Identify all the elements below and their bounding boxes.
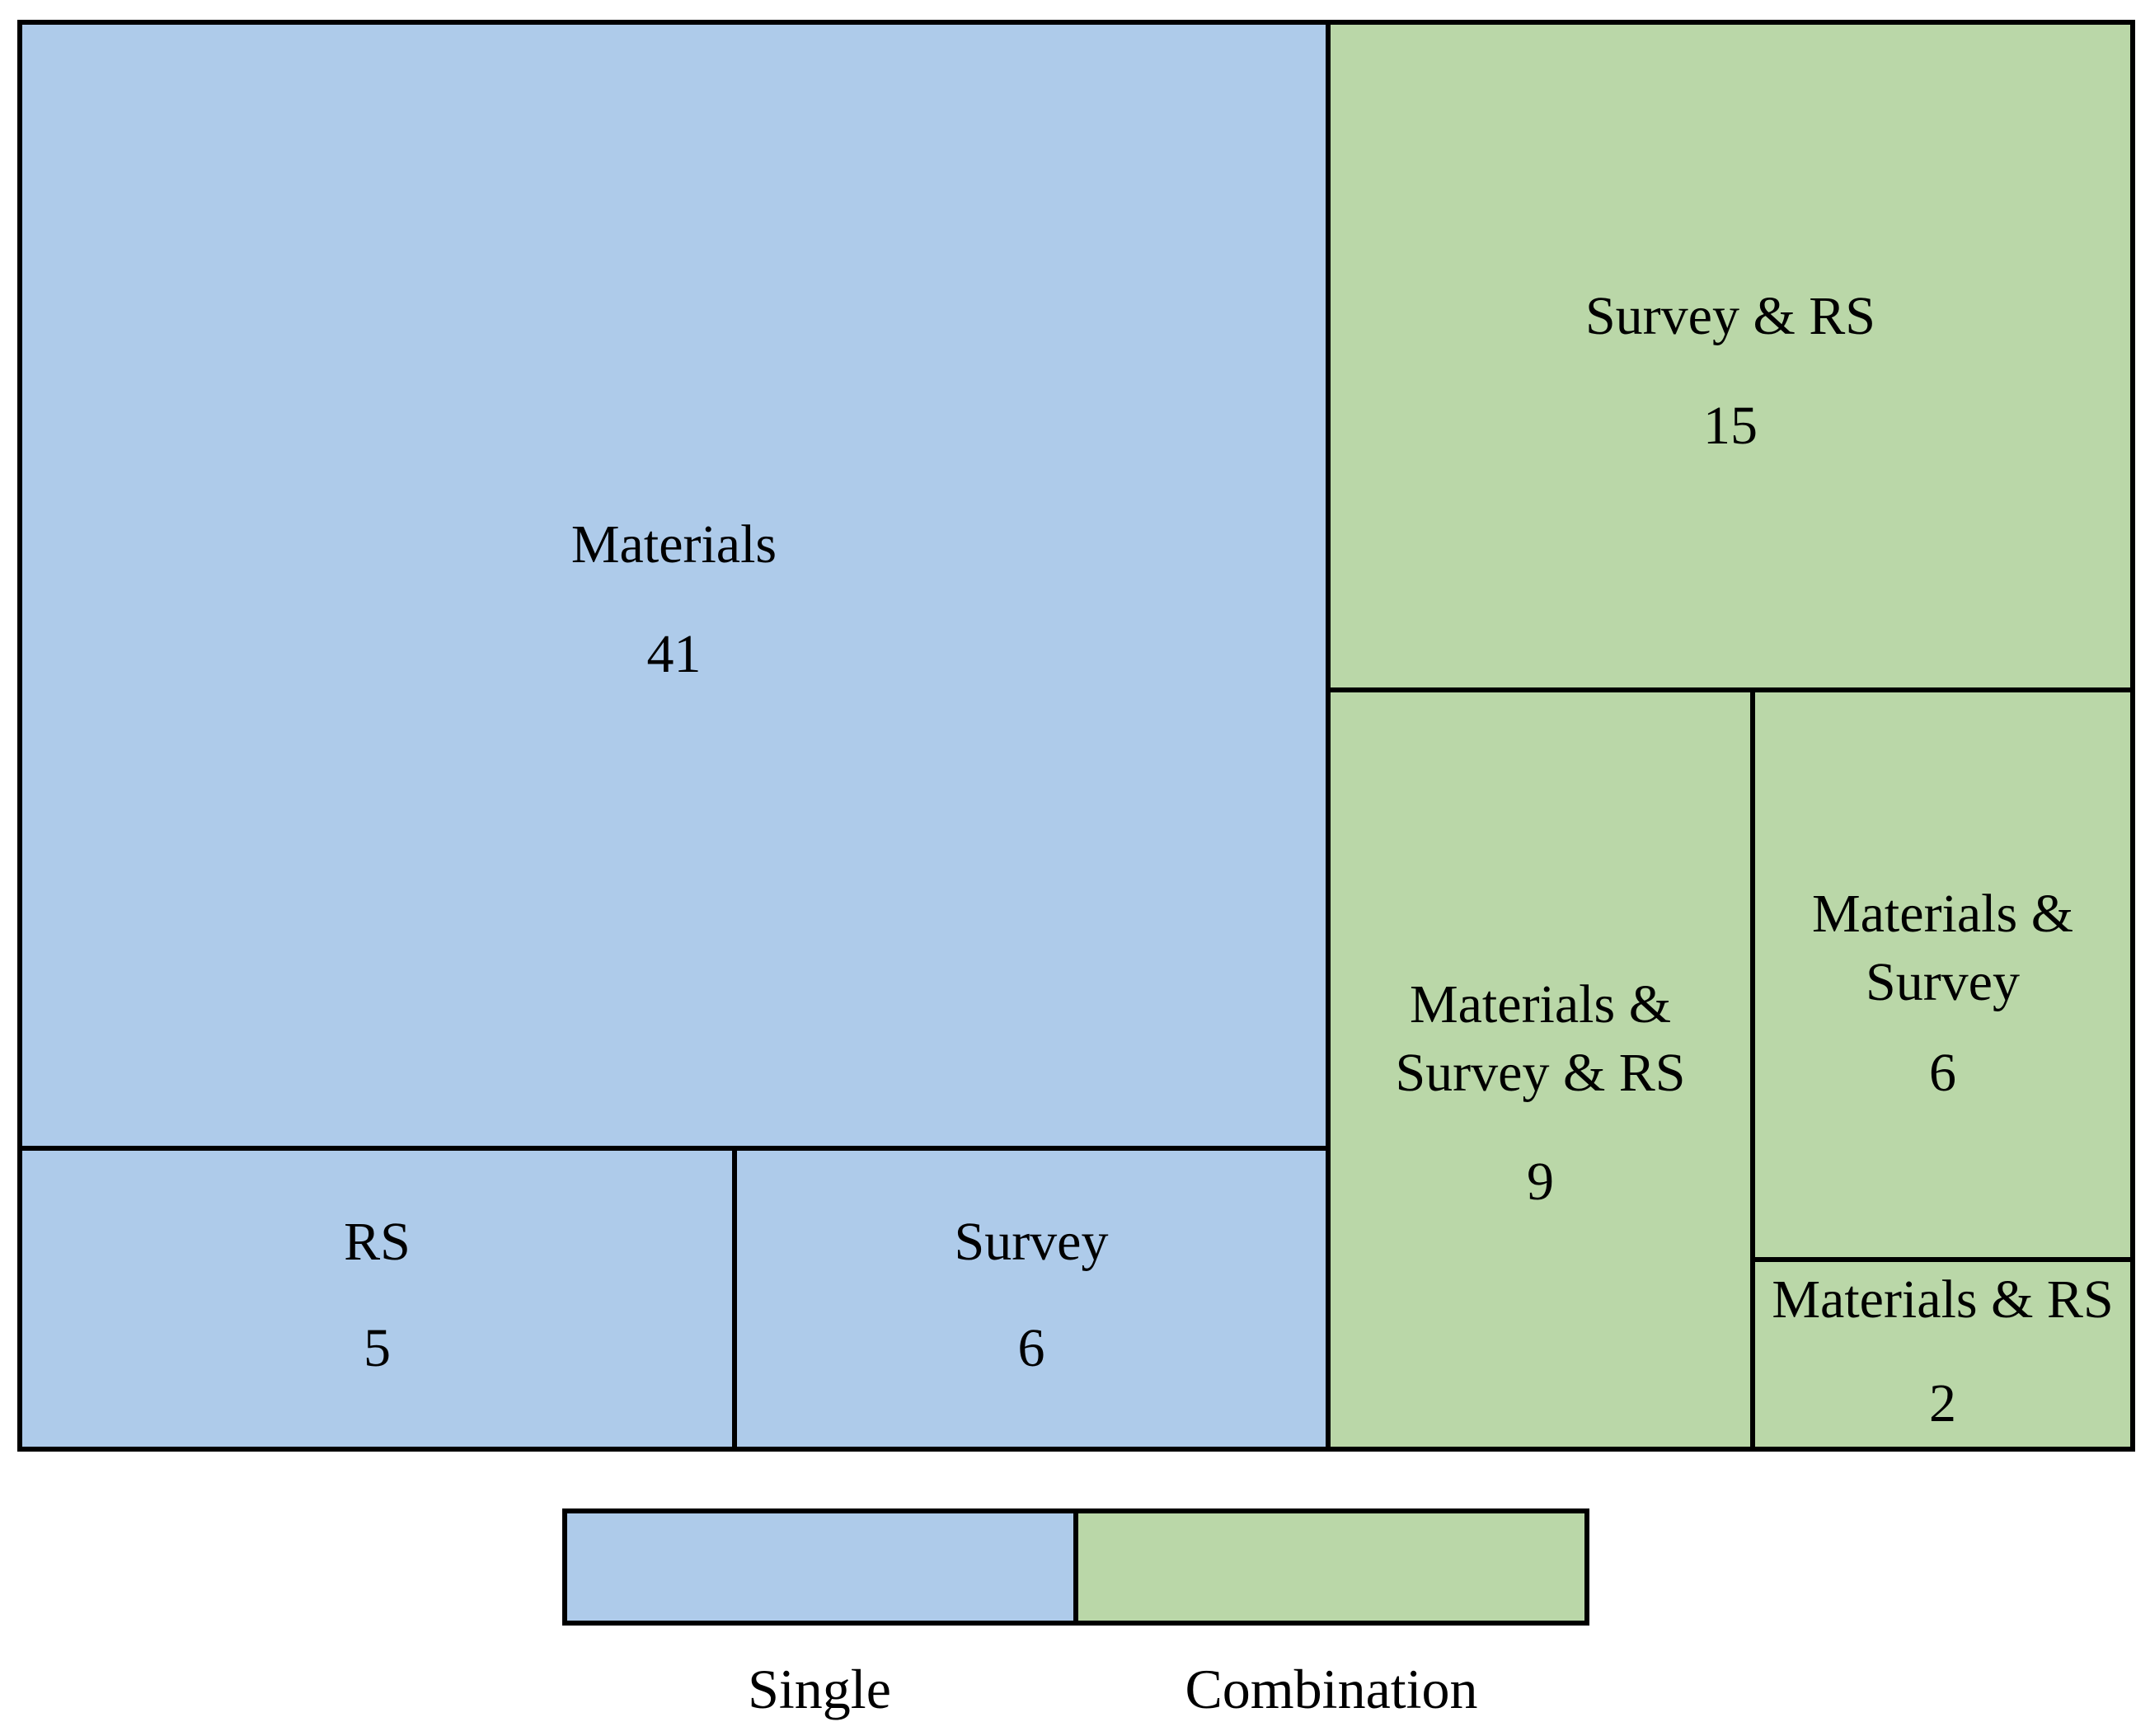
tile-label-materials: Materials [571, 514, 777, 575]
legend: Single Combination [562, 1508, 1589, 1720]
tile-value-materials-and-survey: 6 [1929, 1043, 1956, 1103]
tile-value-survey-and-rs: 15 [1703, 396, 1758, 456]
legend-swatch-combination [1073, 1508, 1589, 1626]
tile-materials-and-rs [1750, 1257, 2135, 1452]
legend-label-combination: Combination [1185, 1658, 1477, 1720]
tile-label-materials-and-survey-line-2: Survey [1866, 952, 2020, 1012]
tile-label-materials-and-rs: Materials & RS [1772, 1269, 2113, 1330]
tile-value-survey: 6 [1018, 1318, 1045, 1378]
tile-value-materials-and-survey-and-rs: 9 [1527, 1152, 1554, 1212]
tile-rs [17, 1146, 737, 1452]
tile-label-survey-and-rs: Survey & RS [1585, 286, 1875, 346]
tile-label-rs: RS [344, 1212, 411, 1272]
treemap-tiles: Materials 41 RS 5 Survey 6 Survey & RS 15 Materi… [17, 20, 2135, 1452]
tile-value-materials: 41 [647, 624, 702, 684]
tile-materials [17, 20, 1331, 1151]
tile-materials-and-survey-and-rs [1326, 687, 1755, 1452]
tile-label-materials-and-survey-and-rs-line-2: Survey & RS [1395, 1043, 1685, 1103]
tile-value-materials-and-rs: 2 [1929, 1373, 1956, 1433]
tile-label-materials-and-survey-line-1: Materials & [1812, 884, 2073, 944]
tile-materials-and-survey [1750, 687, 2135, 1262]
tile-survey-and-rs [1326, 20, 2135, 692]
legend-swatch-single [562, 1508, 1078, 1626]
tile-label-survey: Survey [955, 1212, 1109, 1272]
legend-label-single: Single [748, 1658, 891, 1720]
tile-value-rs: 5 [364, 1318, 391, 1378]
tile-survey [732, 1146, 1331, 1452]
tile-label-materials-and-survey-and-rs-line-1: Materials & [1410, 974, 1671, 1035]
